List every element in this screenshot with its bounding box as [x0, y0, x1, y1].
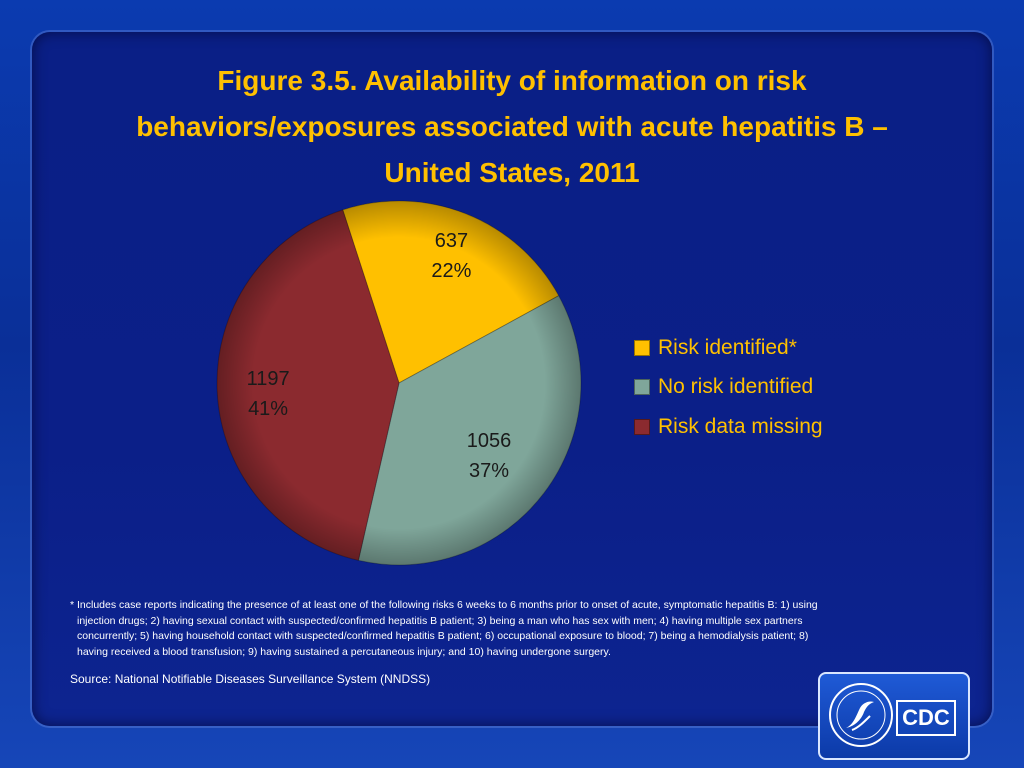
- chart-title: Figure 3.5. Availability of information …: [60, 58, 964, 196]
- footnote-line: concurrently; 5) having household contac…: [77, 630, 809, 642]
- cdc-hhs-logo: CDC: [818, 672, 970, 760]
- legend-label: Risk identified*: [658, 335, 797, 359]
- title-line-3: United States, 2011: [384, 157, 640, 188]
- cdc-wordmark: CDC: [896, 700, 956, 736]
- title-line-1: Figure 3.5. Availability of information …: [217, 65, 807, 96]
- footnote-line: having received a blood transfusion; 9) …: [77, 645, 611, 658]
- legend-item-no-risk-identified: No risk identified: [634, 368, 823, 408]
- legend-label: Risk data missing: [658, 414, 823, 438]
- pie-chart: 637 22% 1056 37% 1197 41%: [216, 200, 582, 566]
- legend-swatch: [634, 418, 650, 435]
- legend-item-risk-identified: Risk identified*: [634, 328, 823, 368]
- title-line-2: behaviors/exposures associated with acut…: [136, 111, 888, 142]
- legend-item-risk-data-missing: Risk data missing: [634, 407, 823, 447]
- footnote: * Includes case reports indicating the p…: [70, 598, 930, 660]
- legend-label: No risk identified: [658, 375, 814, 399]
- footnote-line: injection drugs; 2) having sexual contac…: [77, 614, 803, 627]
- slice-percent-label: 41%: [248, 398, 288, 420]
- slice-percent-label: 37%: [469, 460, 509, 482]
- slice-value-label: 1197: [247, 368, 290, 390]
- slice-value-label: 637: [435, 230, 468, 252]
- hhs-eagle-icon: [829, 683, 893, 747]
- footnote-line: * Includes case reports indicating the p…: [70, 599, 818, 611]
- chart-legend: Risk identified* No risk identified Risk…: [634, 328, 823, 447]
- source-note: Source: National Notifiable Diseases Sur…: [70, 672, 431, 686]
- slice-percent-label: 22%: [431, 260, 471, 282]
- slice-value-label: 1056: [467, 430, 512, 452]
- legend-swatch: [634, 379, 650, 396]
- legend-swatch: [634, 339, 650, 356]
